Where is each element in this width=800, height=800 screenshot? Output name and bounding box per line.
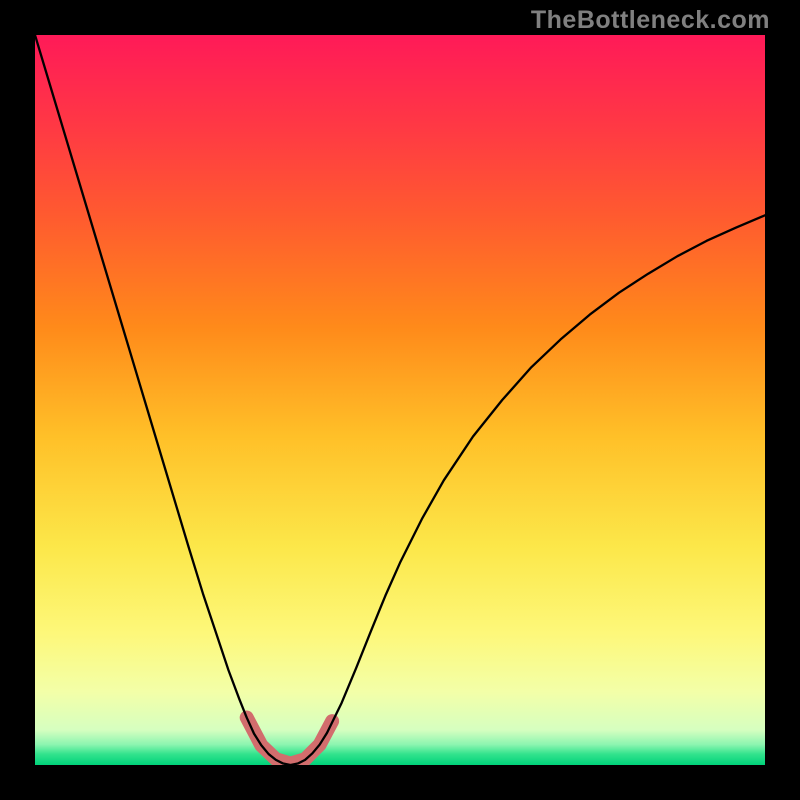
watermark-text: TheBottleneck.com [531,6,770,35]
chart-svg [0,0,800,800]
bottleneck-curve [35,35,765,765]
